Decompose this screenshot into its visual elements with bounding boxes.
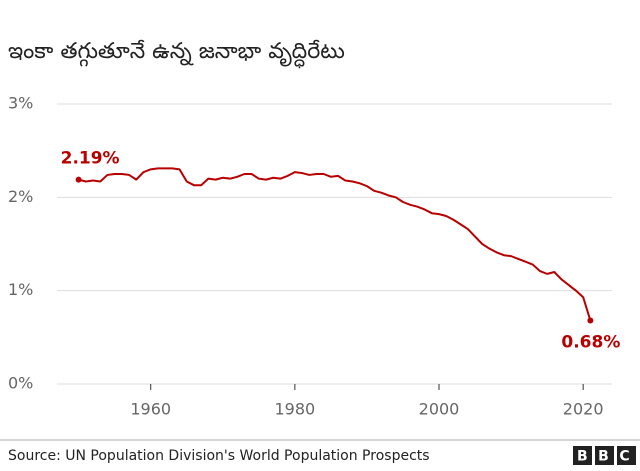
point	[75, 176, 82, 183]
y-tick-label: 2%	[8, 187, 33, 206]
chart-title: ఇంకా తగ్గుతూనే ఉన్న జనాభా వృద్ధిరేటు	[8, 39, 345, 69]
x-tick-label: 1980	[274, 400, 315, 419]
logo-box	[573, 446, 592, 465]
line	[78, 167, 592, 321]
data-label: 0.68%	[561, 333, 620, 353]
source: Source: UN Population Division's World P…	[8, 448, 430, 464]
logo: BBC	[577, 449, 640, 465]
y-tick-label: 1%	[8, 280, 33, 299]
logo-box	[617, 446, 636, 465]
y-tick-label: 3%	[8, 94, 33, 113]
point	[587, 317, 594, 324]
data-label: 2.19%	[61, 149, 120, 169]
x-tick-label: 2000	[419, 400, 460, 419]
x-tick-label: 2020	[563, 400, 604, 419]
logo-box	[595, 446, 614, 465]
y-tick-label: 0%	[8, 374, 33, 393]
x-tick-label: 1960	[130, 400, 171, 419]
